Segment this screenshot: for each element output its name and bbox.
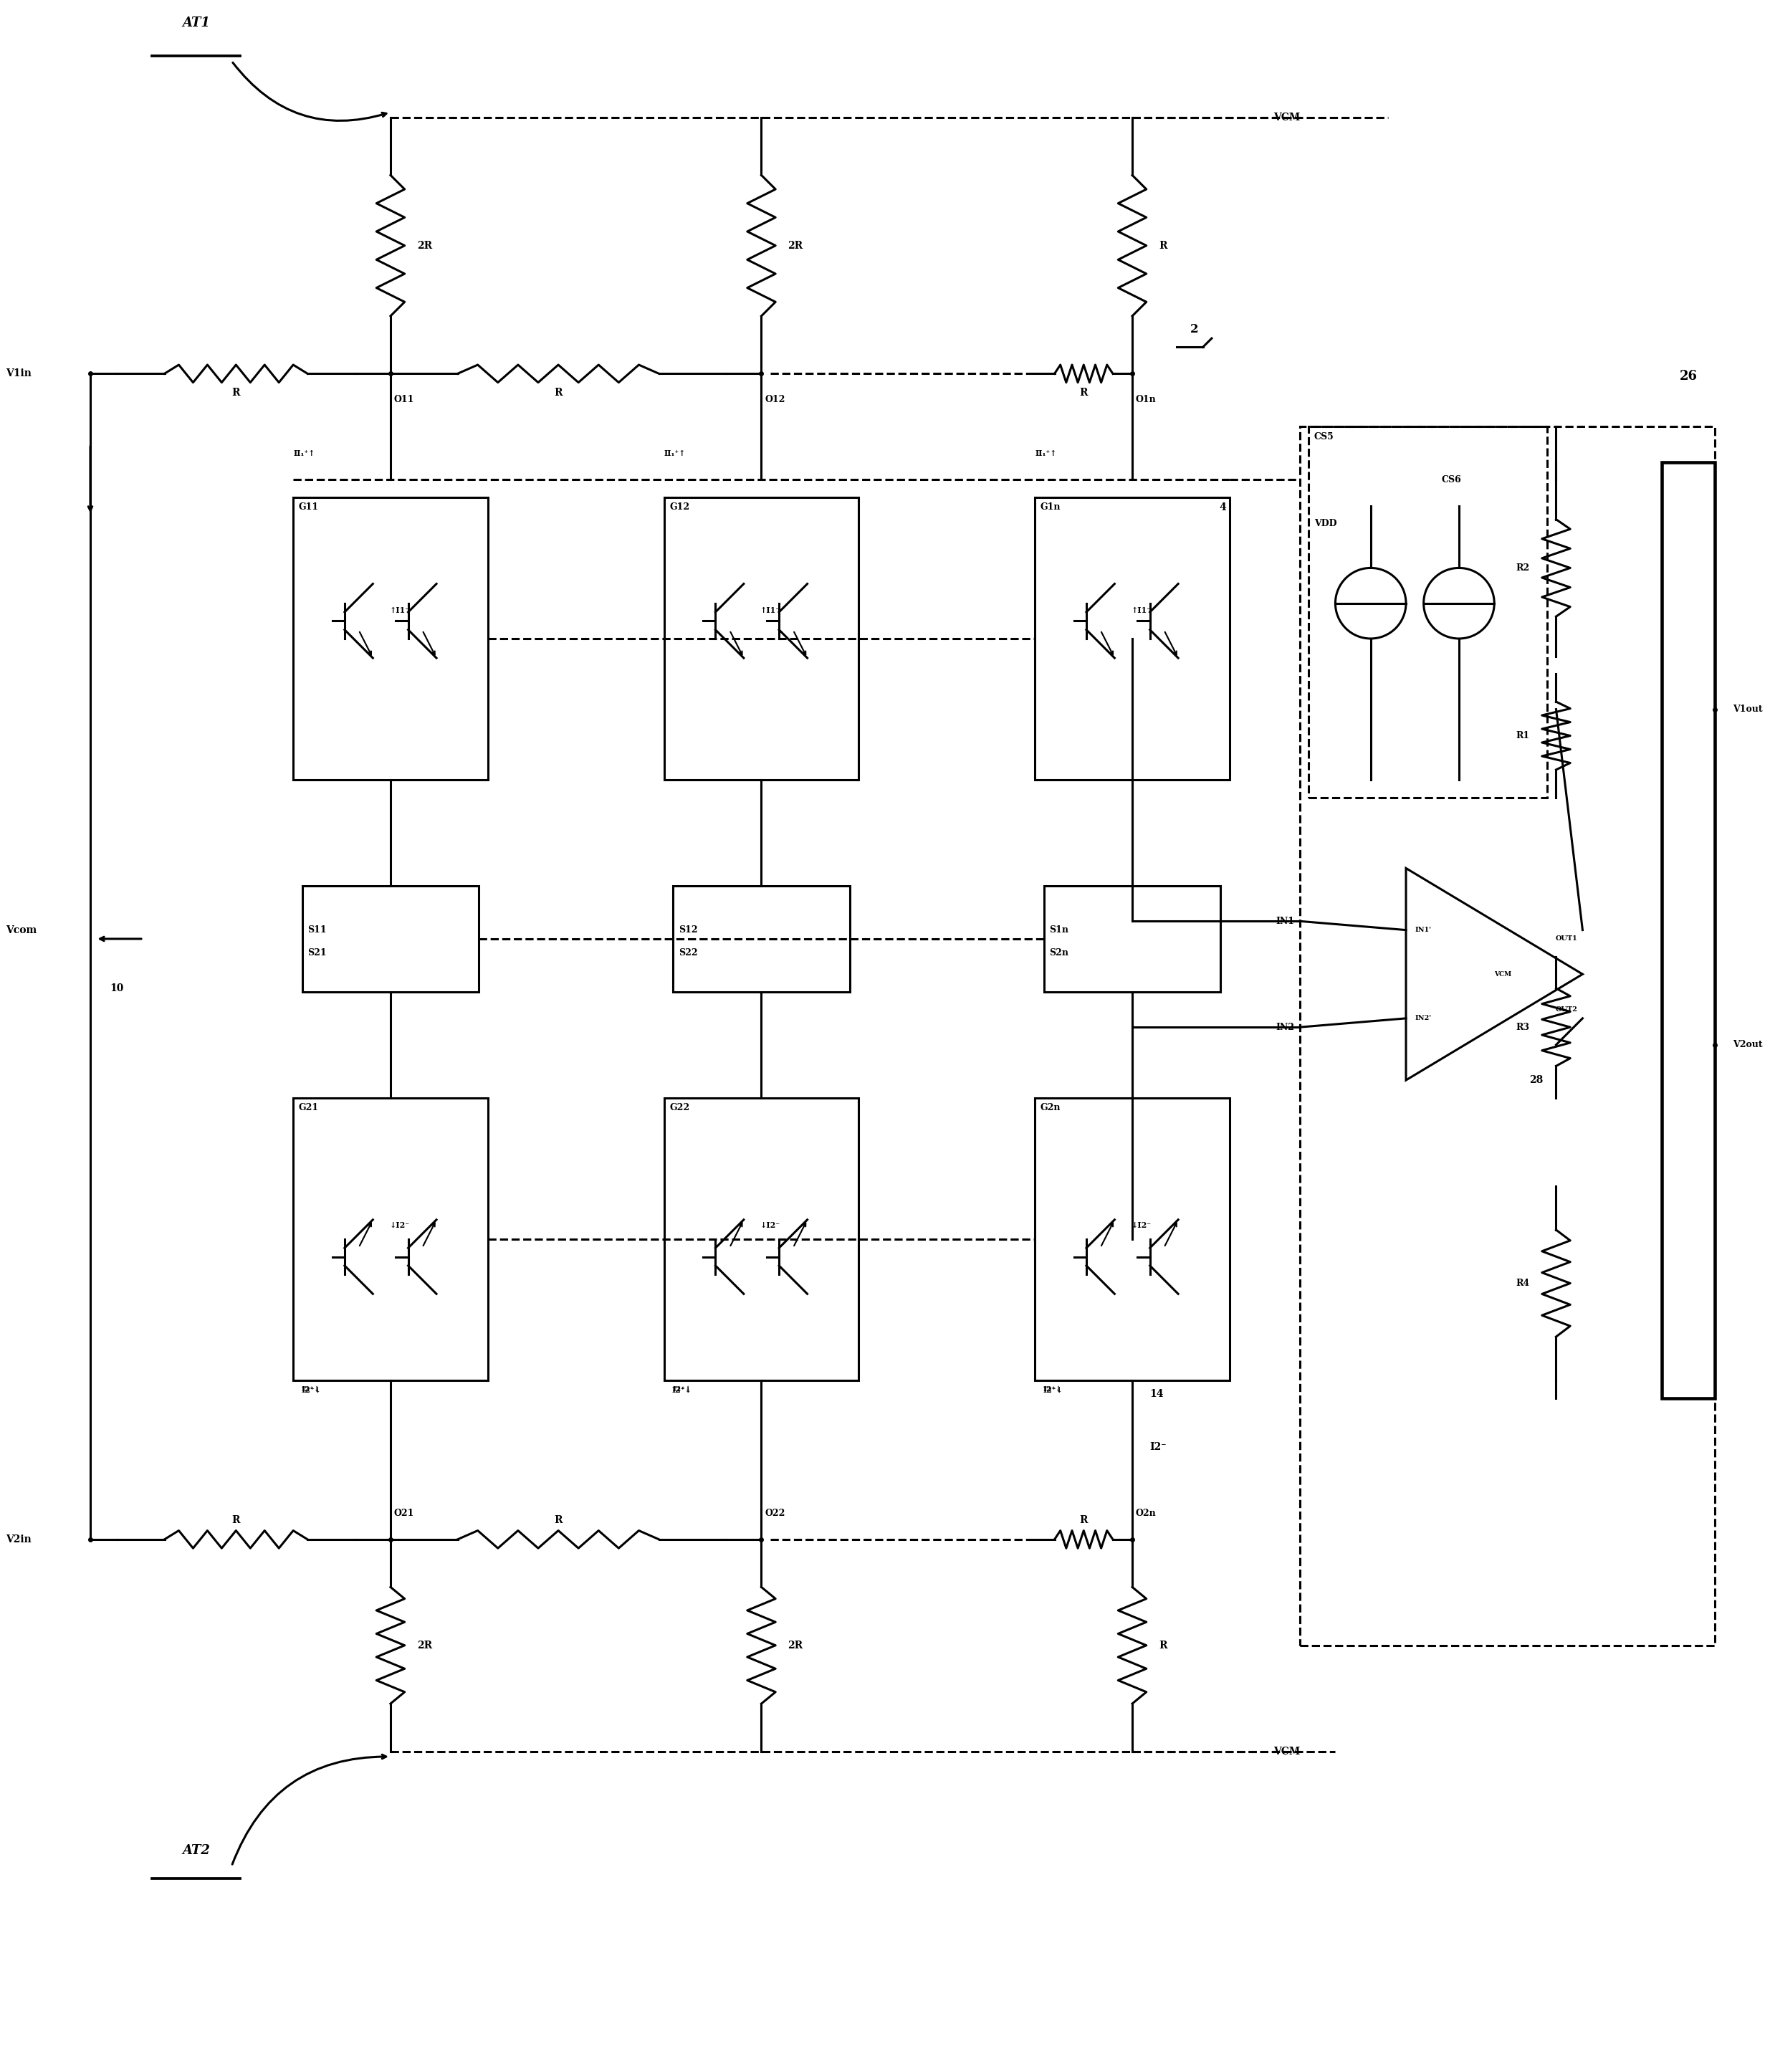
Text: R: R: [554, 387, 563, 398]
Text: R: R: [1080, 387, 1089, 398]
Text: IN2': IN2': [1414, 1015, 1432, 1021]
Text: 4: 4: [1220, 503, 1227, 512]
Text: 2R: 2R: [418, 240, 432, 251]
Text: I2⁺↓: I2⁺↓: [1043, 1386, 1062, 1394]
Text: I2⁻: I2⁻: [1150, 1442, 1166, 1452]
Bar: [294, 1098, 489, 1380]
Text: O21: O21: [395, 1508, 414, 1519]
Text: R1: R1: [1515, 731, 1529, 740]
Text: Vcom: Vcom: [5, 924, 37, 934]
Text: R4: R4: [1515, 1278, 1529, 1289]
Text: 2: 2: [1189, 323, 1198, 336]
Text: VCM: VCM: [1274, 112, 1301, 122]
Text: S22: S22: [678, 949, 697, 957]
Text: I2⁺↓: I2⁺↓: [1043, 1386, 1062, 1392]
Text: G11: G11: [299, 503, 319, 512]
Text: S11: S11: [308, 926, 327, 934]
Text: OUT1: OUT1: [1556, 937, 1577, 943]
Text: VCM: VCM: [1494, 972, 1512, 978]
Text: O11: O11: [395, 396, 414, 404]
Text: R3: R3: [1515, 1021, 1529, 1032]
Bar: [294, 497, 489, 779]
Text: V1in: V1in: [5, 369, 32, 379]
Text: 2R: 2R: [418, 1641, 432, 1651]
Text: S21: S21: [308, 949, 327, 957]
Text: II₁⁺↑: II₁⁺↑: [1035, 450, 1057, 458]
Text: II₁⁺↑: II₁⁺↑: [664, 450, 687, 458]
Text: VCM: VCM: [1274, 1747, 1301, 1757]
Text: R2: R2: [1515, 564, 1529, 572]
Text: 10: 10: [110, 982, 124, 992]
Bar: [1044, 887, 1221, 992]
Text: 26: 26: [1680, 369, 1697, 383]
Text: R: R: [554, 1515, 563, 1525]
Text: V2out: V2out: [1733, 1040, 1763, 1051]
Text: O2n: O2n: [1136, 1508, 1156, 1519]
Text: G2n: G2n: [1041, 1102, 1060, 1113]
Bar: [664, 1098, 858, 1380]
Bar: [1662, 462, 1715, 1399]
Text: G22: G22: [669, 1102, 690, 1113]
Text: R: R: [1080, 1515, 1089, 1525]
Text: I2⁺↓: I2⁺↓: [301, 1386, 320, 1392]
Text: G1n: G1n: [1041, 503, 1060, 512]
Bar: [1035, 497, 1230, 779]
Text: OUT2: OUT2: [1556, 1007, 1577, 1013]
Text: V2in: V2in: [5, 1535, 32, 1544]
Text: R: R: [1159, 1641, 1166, 1651]
Bar: [1308, 427, 1547, 798]
Text: S12: S12: [678, 926, 697, 934]
Text: S1n: S1n: [1050, 926, 1069, 934]
Text: V1out: V1out: [1733, 704, 1763, 715]
Text: 2R: 2R: [788, 1641, 804, 1651]
Text: ↑I1⁻: ↑I1⁻: [759, 607, 781, 613]
Text: AT1: AT1: [182, 17, 211, 29]
Text: G21: G21: [299, 1102, 319, 1113]
Text: ↑I1⁻: ↑I1⁻: [389, 607, 409, 613]
Text: CS6: CS6: [1441, 474, 1462, 485]
Text: I2⁺↓: I2⁺↓: [301, 1386, 320, 1394]
Bar: [664, 497, 858, 779]
Text: IN1: IN1: [1276, 916, 1294, 926]
Text: ↓I2⁻: ↓I2⁻: [1131, 1220, 1150, 1229]
Text: VDD: VDD: [1313, 520, 1336, 528]
Text: R: R: [232, 387, 241, 398]
Text: O1n: O1n: [1136, 396, 1156, 404]
Text: G12: G12: [669, 503, 690, 512]
Text: ↓I2⁻: ↓I2⁻: [389, 1220, 409, 1229]
Bar: [303, 887, 480, 992]
Text: CS5: CS5: [1313, 431, 1335, 441]
Text: I2⁺↓: I2⁺↓: [673, 1386, 692, 1392]
Text: I2⁺↓: I2⁺↓: [673, 1386, 692, 1394]
Bar: [1035, 1098, 1230, 1380]
Text: 2R: 2R: [788, 240, 804, 251]
Bar: [673, 887, 850, 992]
Text: O12: O12: [765, 396, 786, 404]
Text: 14: 14: [1150, 1388, 1165, 1399]
Text: R: R: [1159, 240, 1166, 251]
Text: ↓I2⁻: ↓I2⁻: [759, 1220, 781, 1229]
Text: 28: 28: [1529, 1075, 1543, 1086]
Text: IN2: IN2: [1276, 1021, 1294, 1032]
Text: R: R: [232, 1515, 241, 1525]
Text: O22: O22: [765, 1508, 786, 1519]
Text: II₁⁺↑: II₁⁺↑: [294, 450, 315, 458]
Text: ↑I1⁻: ↑I1⁻: [1131, 607, 1150, 613]
Text: S2n: S2n: [1050, 949, 1069, 957]
Bar: [1299, 427, 1715, 1645]
Text: IN1': IN1': [1414, 926, 1432, 932]
Text: AT2: AT2: [182, 1844, 211, 1857]
